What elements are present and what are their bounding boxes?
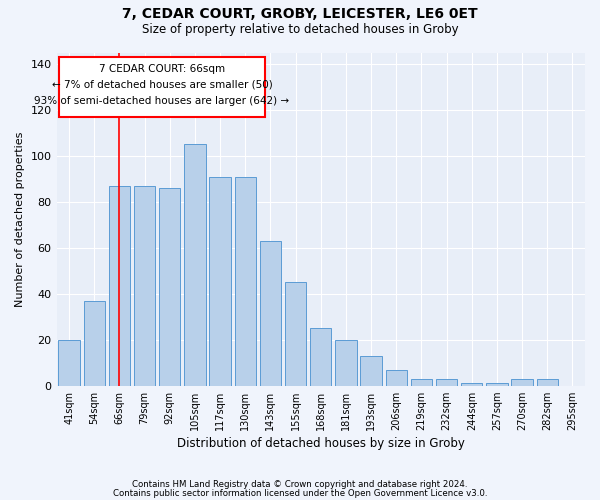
Y-axis label: Number of detached properties: Number of detached properties — [15, 132, 25, 307]
Bar — [134, 186, 155, 386]
FancyBboxPatch shape — [59, 57, 265, 117]
Text: Size of property relative to detached houses in Groby: Size of property relative to detached ho… — [142, 22, 458, 36]
Bar — [486, 384, 508, 386]
Bar — [159, 188, 181, 386]
Bar — [58, 340, 80, 386]
Bar — [260, 241, 281, 386]
Bar — [335, 340, 356, 386]
Bar — [83, 300, 105, 386]
Bar — [209, 176, 231, 386]
Text: Contains HM Land Registry data © Crown copyright and database right 2024.: Contains HM Land Registry data © Crown c… — [132, 480, 468, 489]
Text: 7, CEDAR COURT, GROBY, LEICESTER, LE6 0ET: 7, CEDAR COURT, GROBY, LEICESTER, LE6 0E… — [122, 8, 478, 22]
Text: ← 7% of detached houses are smaller (50): ← 7% of detached houses are smaller (50) — [52, 80, 272, 90]
Bar — [184, 144, 206, 386]
Bar — [109, 186, 130, 386]
Text: Contains public sector information licensed under the Open Government Licence v3: Contains public sector information licen… — [113, 490, 487, 498]
Bar — [361, 356, 382, 386]
Bar — [310, 328, 331, 386]
Bar — [436, 379, 457, 386]
Text: 93% of semi-detached houses are larger (642) →: 93% of semi-detached houses are larger (… — [34, 96, 290, 106]
Bar — [285, 282, 307, 386]
Bar — [235, 176, 256, 386]
Text: 7 CEDAR COURT: 66sqm: 7 CEDAR COURT: 66sqm — [99, 64, 225, 74]
Bar — [411, 379, 432, 386]
Bar — [511, 379, 533, 386]
Bar — [536, 379, 558, 386]
X-axis label: Distribution of detached houses by size in Groby: Distribution of detached houses by size … — [177, 437, 465, 450]
Bar — [386, 370, 407, 386]
Bar — [461, 384, 482, 386]
